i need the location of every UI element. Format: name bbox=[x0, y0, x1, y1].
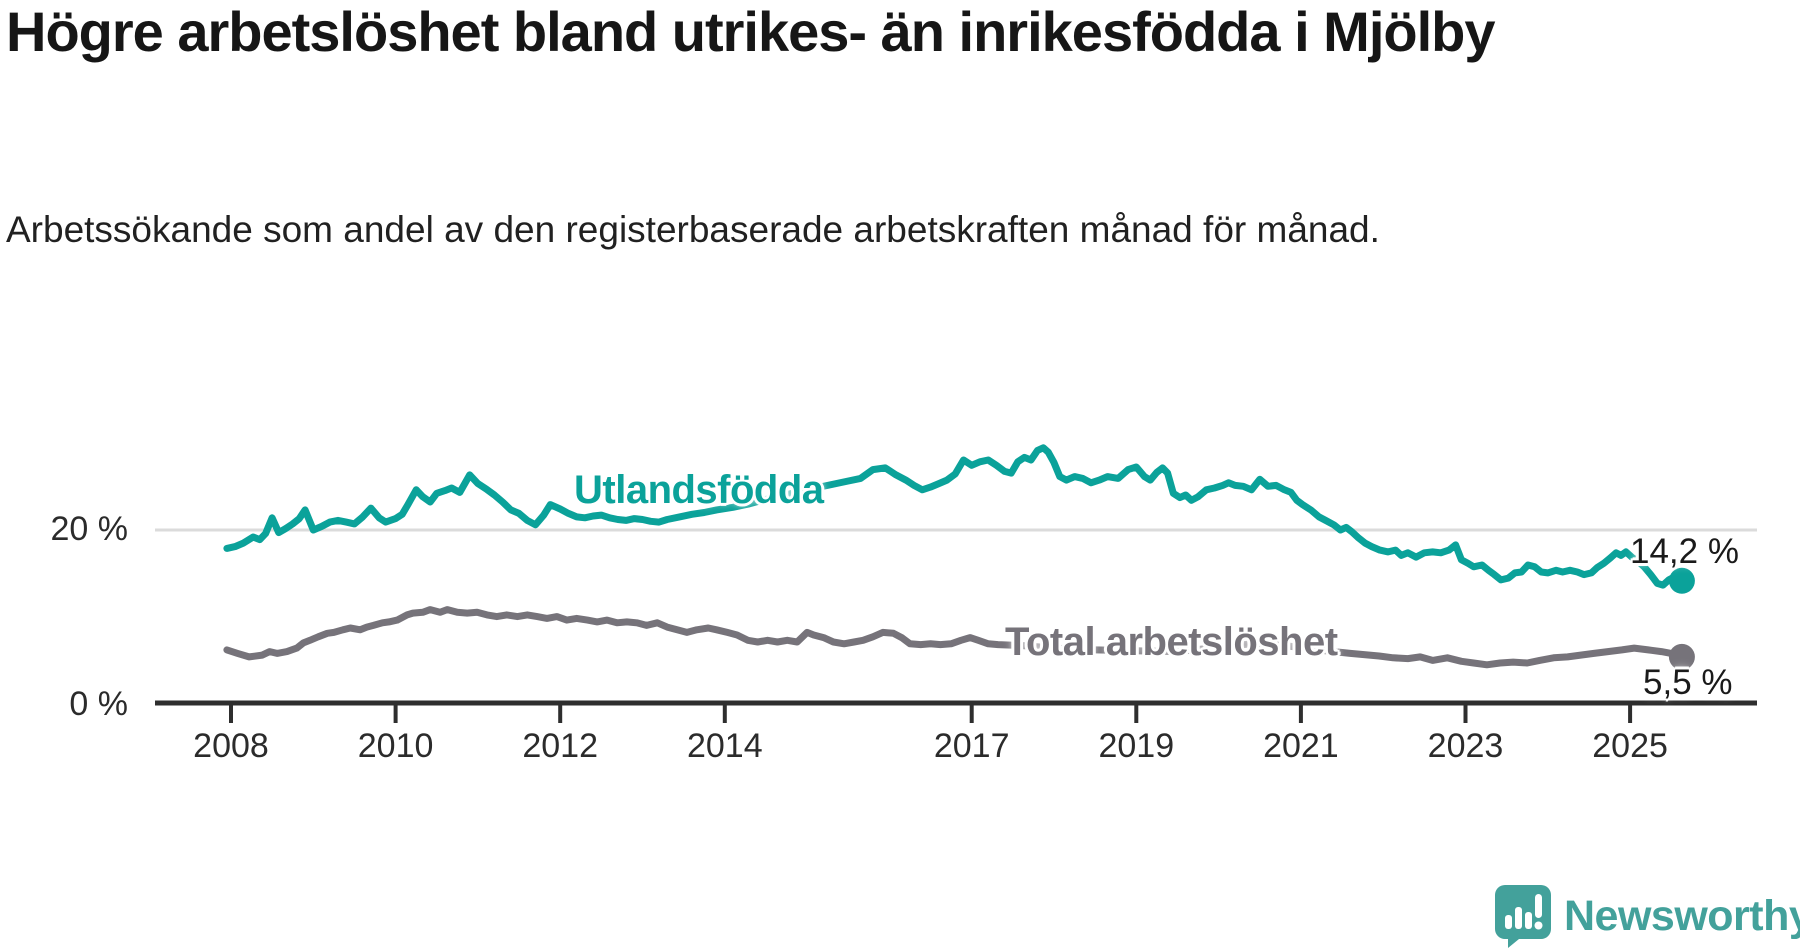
bar-small-icon bbox=[1505, 915, 1512, 929]
x-tick-label-2025: 2025 bbox=[1592, 727, 1668, 765]
x-tick-label-2023: 2023 bbox=[1427, 727, 1504, 765]
end-dot-total bbox=[1668, 643, 1695, 670]
end-dot-utlandsfodda bbox=[1668, 567, 1695, 594]
series-label-utlandsfodda: Utlandsfödda bbox=[574, 468, 824, 512]
bar-medium-icon bbox=[1525, 912, 1532, 929]
series-label-total-arbetsloshet: Total arbetslöshet bbox=[1005, 620, 1338, 664]
y-tick-label-0: 0 % bbox=[69, 685, 128, 723]
series-line-utlandsfodda bbox=[223, 444, 1686, 589]
newsworthy-logo-icon bbox=[1495, 885, 1551, 948]
end-value-label-total: 5,5 % bbox=[1643, 663, 1733, 702]
x-tick-label-2017: 2017 bbox=[933, 727, 1010, 765]
page-title: Högre arbetslöshet bland utrikes- än inr… bbox=[6, 0, 1496, 63]
x-tick-label-2019: 2019 bbox=[1098, 727, 1175, 765]
series-line-total bbox=[223, 606, 1686, 669]
x-tick-label-2014: 2014 bbox=[686, 727, 763, 765]
x-tick-label-2021: 2021 bbox=[1263, 727, 1339, 765]
end-value-label-utlandsfodda: 14,2 % bbox=[1630, 532, 1739, 571]
exclamation-dot-icon bbox=[1534, 921, 1543, 930]
newsworthy-logo: Newsworthy bbox=[1494, 884, 1800, 948]
y-tick-label-20: 20 % bbox=[50, 510, 129, 548]
speech-bubble-shape bbox=[1495, 885, 1551, 948]
x-tick-label-2008: 2008 bbox=[193, 727, 269, 765]
chart-subtitle: Arbetssökande som andel av den registerb… bbox=[6, 209, 1380, 250]
exclamation-bar-icon bbox=[1535, 894, 1542, 918]
newsworthy-logo-text: Newsworthy bbox=[1564, 891, 1800, 940]
x-tick-label-2010: 2010 bbox=[357, 727, 434, 765]
bar-tall-icon bbox=[1515, 907, 1522, 929]
x-tick-label-2012: 2012 bbox=[522, 727, 598, 765]
